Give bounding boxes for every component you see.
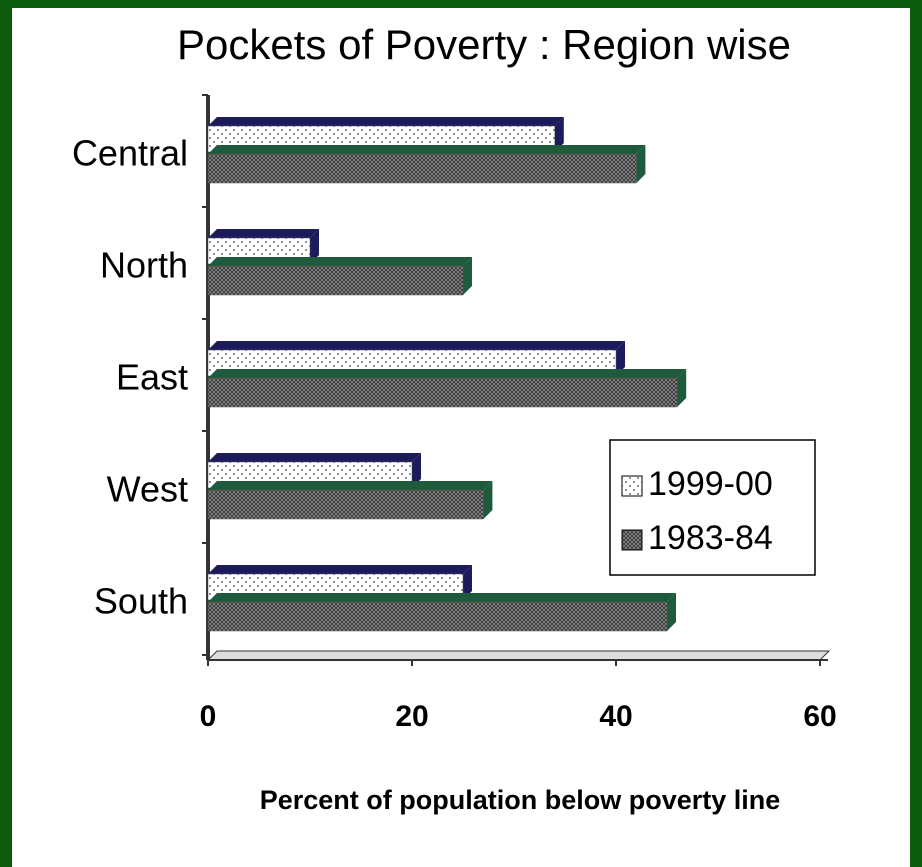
bar-depth-side xyxy=(483,481,493,519)
bar-depth-top xyxy=(208,341,625,350)
y-tick-label: East xyxy=(116,357,188,398)
legend-swatch xyxy=(621,475,643,497)
legend-label: 1983-84 xyxy=(648,519,773,557)
bar xyxy=(207,153,637,184)
bar-depth-side xyxy=(310,229,319,264)
bar xyxy=(207,377,678,408)
bar-depth-top xyxy=(208,229,319,238)
bar-depth-top xyxy=(208,565,472,574)
bar-depth-side xyxy=(463,565,472,600)
y-tick-label: Central xyxy=(72,133,188,174)
bar xyxy=(207,489,484,520)
x-tick-label: 60 xyxy=(803,700,836,733)
x-tick-label: 20 xyxy=(395,700,428,733)
x-tick-label: 0 xyxy=(200,700,217,733)
chart-title: Pockets of Poverty : Region wise xyxy=(177,21,791,68)
bar-depth-side xyxy=(412,453,421,488)
bar-depth-side xyxy=(677,369,687,407)
bar-depth-top xyxy=(208,369,687,378)
bar-depth-top xyxy=(208,145,646,154)
bar xyxy=(207,265,464,296)
floor xyxy=(206,650,831,661)
bar-depth-top xyxy=(208,453,421,462)
legend-label: 1999-00 xyxy=(648,465,773,503)
x-axis-label: Percent of population below poverty line xyxy=(260,785,781,815)
x-tick-label: 40 xyxy=(599,700,632,733)
bar-depth-top xyxy=(208,593,676,602)
y-tick-label: South xyxy=(94,581,188,622)
bar-depth-side xyxy=(667,593,676,631)
bar-depth-side xyxy=(616,341,625,376)
y-tick-label: North xyxy=(100,245,188,286)
bar-depth-side xyxy=(463,257,472,295)
bar-depth-top xyxy=(208,481,493,490)
bar-depth-top xyxy=(208,257,472,266)
bar-depth-side xyxy=(554,117,564,152)
bar-depth-side xyxy=(636,145,646,183)
bar xyxy=(207,601,668,632)
legend-swatch xyxy=(621,529,643,551)
legend-box xyxy=(609,439,816,576)
bar-depth-top xyxy=(208,117,564,126)
y-tick-label: West xyxy=(107,469,188,510)
